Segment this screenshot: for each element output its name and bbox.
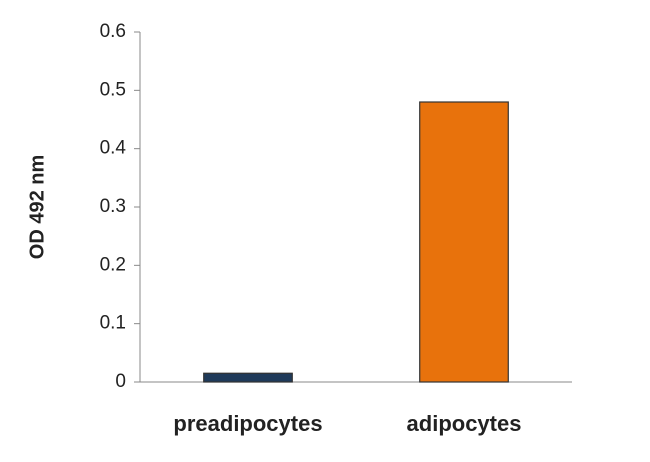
y-tick-label: 0.2 [100,254,126,275]
y-tick-label: 0.5 [100,79,126,100]
y-tick-label: 0.4 [100,138,127,159]
x-tick-label: preadipocytes [173,411,322,436]
y-axis-label: OD 492 nm [26,155,48,259]
bar [203,372,293,383]
y-tick-label: 0.6 [100,21,126,42]
bar [419,101,509,383]
y-tick-label: 0.1 [100,313,126,334]
y-tick-label: 0.3 [100,196,126,217]
x-tick-label: adipocytes [407,411,522,436]
y-tick-label: 0 [115,371,126,392]
